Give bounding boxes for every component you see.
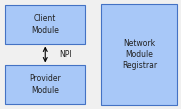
- Bar: [5, 65, 85, 104]
- Text: Client
Module: Client Module: [31, 14, 59, 35]
- Text: Network
Module
Registrar: Network Module Registrar: [122, 39, 157, 70]
- Text: Provider
Module: Provider Module: [29, 74, 61, 95]
- Bar: [101, 4, 177, 105]
- Text: NPI: NPI: [60, 50, 72, 59]
- Bar: [5, 5, 85, 44]
